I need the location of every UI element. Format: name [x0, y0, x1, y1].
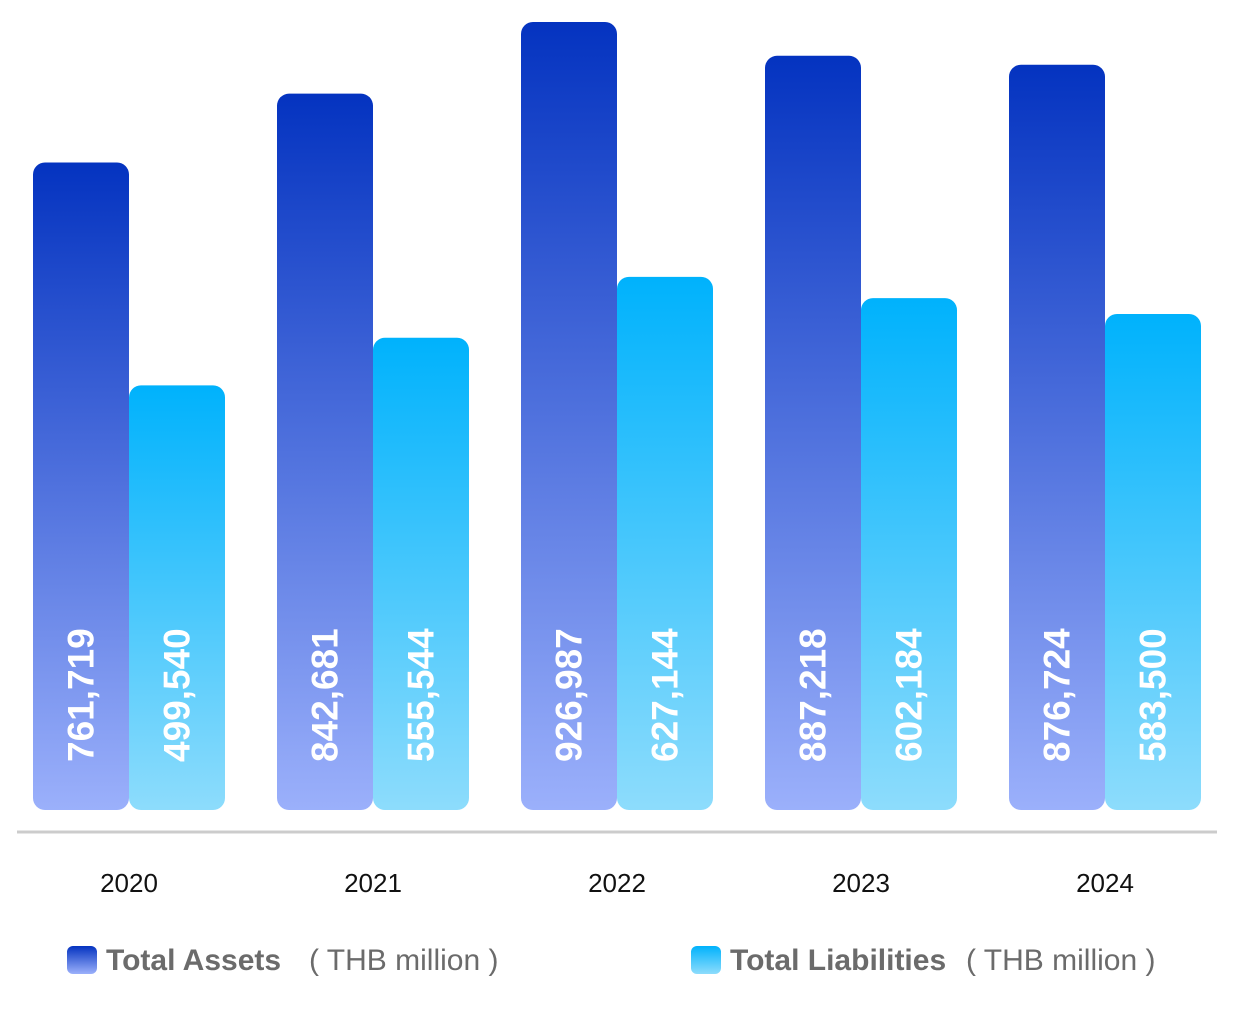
value-label-liabilities-2023: 602,184	[889, 628, 930, 762]
value-label-assets-2020: 761,719	[61, 628, 102, 762]
value-label-liabilities-2020: 499,540	[157, 628, 198, 762]
bar-liabilities-2022	[617, 276, 713, 810]
x-tick-label-2021: 2021	[344, 868, 402, 898]
bar-assets-2021	[277, 93, 373, 810]
value-label-liabilities-2024: 583,500	[1133, 628, 1174, 762]
value-label-assets-2023: 887,218	[793, 628, 834, 762]
legend: Total Assets ( THB million ) Total Liabili…	[67, 944, 1155, 977]
x-tick-label-2020: 2020	[100, 868, 158, 898]
bar-liabilities-2023	[861, 298, 957, 810]
x-tick-labels: 2020 2021 2022 2023 2024	[100, 868, 1134, 898]
x-tick-label-2022: 2022	[588, 868, 646, 898]
x-tick-label-2024: 2024	[1076, 868, 1134, 898]
bar-liabilities-2024	[1105, 313, 1201, 810]
legend-swatch-assets	[67, 946, 97, 974]
legend-label-liabilities: Total Liabilities	[730, 944, 946, 977]
x-tick-label-2023: 2023	[832, 868, 890, 898]
legend-label-assets: Total Assets	[106, 944, 281, 977]
value-label-liabilities-2021: 555,544	[401, 628, 442, 762]
legend-unit-assets: ( THB million )	[309, 944, 498, 977]
legend-swatch-liabilities	[691, 946, 721, 974]
value-label-liabilities-2022: 627,144	[645, 628, 686, 762]
bar-assets-2023	[765, 55, 861, 810]
value-labels-layer: 761,719 499,540 842,681 555,544 926,987 627,1…	[61, 628, 1174, 762]
bar-assets-2024	[1009, 64, 1105, 810]
value-label-assets-2021: 842,681	[305, 628, 346, 762]
legend-unit-liabilities: ( THB million )	[966, 944, 1155, 977]
bar-liabilities-2021	[373, 337, 469, 810]
bar-assets-2022	[521, 22, 617, 810]
bar-assets-2020	[33, 162, 129, 811]
bar-liabilities-2020	[129, 385, 225, 810]
value-label-assets-2022: 926,987	[549, 628, 590, 762]
value-label-assets-2024: 876,724	[1037, 628, 1078, 762]
bars-layer	[33, 22, 1201, 811]
